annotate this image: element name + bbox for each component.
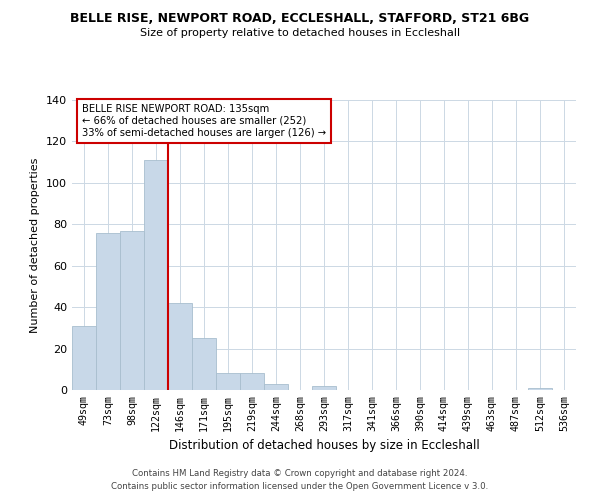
Bar bbox=[240, 374, 264, 390]
Bar bbox=[72, 326, 96, 390]
Text: BELLE RISE, NEWPORT ROAD, ECCLESHALL, STAFFORD, ST21 6BG: BELLE RISE, NEWPORT ROAD, ECCLESHALL, ST… bbox=[70, 12, 530, 26]
Bar bbox=[96, 232, 120, 390]
Text: Contains public sector information licensed under the Open Government Licence v : Contains public sector information licen… bbox=[112, 482, 488, 491]
Bar bbox=[216, 374, 240, 390]
Bar bbox=[192, 338, 216, 390]
Bar bbox=[264, 384, 288, 390]
Bar bbox=[168, 303, 192, 390]
Y-axis label: Number of detached properties: Number of detached properties bbox=[31, 158, 40, 332]
X-axis label: Distribution of detached houses by size in Eccleshall: Distribution of detached houses by size … bbox=[169, 439, 479, 452]
Bar bbox=[144, 160, 168, 390]
Bar bbox=[312, 386, 336, 390]
Text: Size of property relative to detached houses in Eccleshall: Size of property relative to detached ho… bbox=[140, 28, 460, 38]
Text: Contains HM Land Registry data © Crown copyright and database right 2024.: Contains HM Land Registry data © Crown c… bbox=[132, 468, 468, 477]
Bar bbox=[120, 230, 144, 390]
Bar bbox=[528, 388, 552, 390]
Text: BELLE RISE NEWPORT ROAD: 135sqm
← 66% of detached houses are smaller (252)
33% o: BELLE RISE NEWPORT ROAD: 135sqm ← 66% of… bbox=[82, 104, 326, 138]
